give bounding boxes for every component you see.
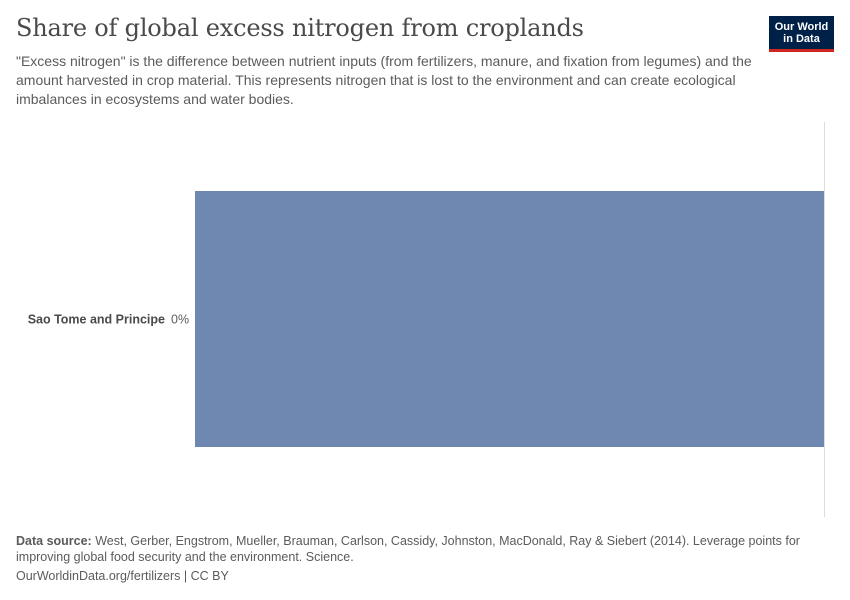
- data-source: Data source: West, Gerber, Engstrom, Mue…: [16, 533, 806, 565]
- logo-line-2: in Data: [783, 33, 820, 45]
- owid-logo[interactable]: Our World in Data: [769, 16, 834, 52]
- bar-chart: Sao Tome and Principe 0%: [28, 122, 825, 517]
- category-label-0: Sao Tome and Principe: [28, 313, 165, 327]
- chart-subtitle: "Excess nitrogen" is the difference betw…: [16, 53, 752, 107]
- bars-group: Sao Tome and Principe 0%: [28, 191, 824, 447]
- value-label-0: 0%: [171, 313, 189, 327]
- source-text: West, Gerber, Engstrom, Mueller, Brauman…: [16, 534, 800, 564]
- logo-line-1: Our World: [774, 21, 829, 33]
- source-label: Data source:: [16, 534, 92, 548]
- footer-url[interactable]: OurWorldinData.org/fertilizers | CC BY: [16, 569, 229, 583]
- chart-title: Share of global excess nitrogen from cro…: [16, 14, 584, 42]
- bar-0[interactable]: [195, 191, 824, 447]
